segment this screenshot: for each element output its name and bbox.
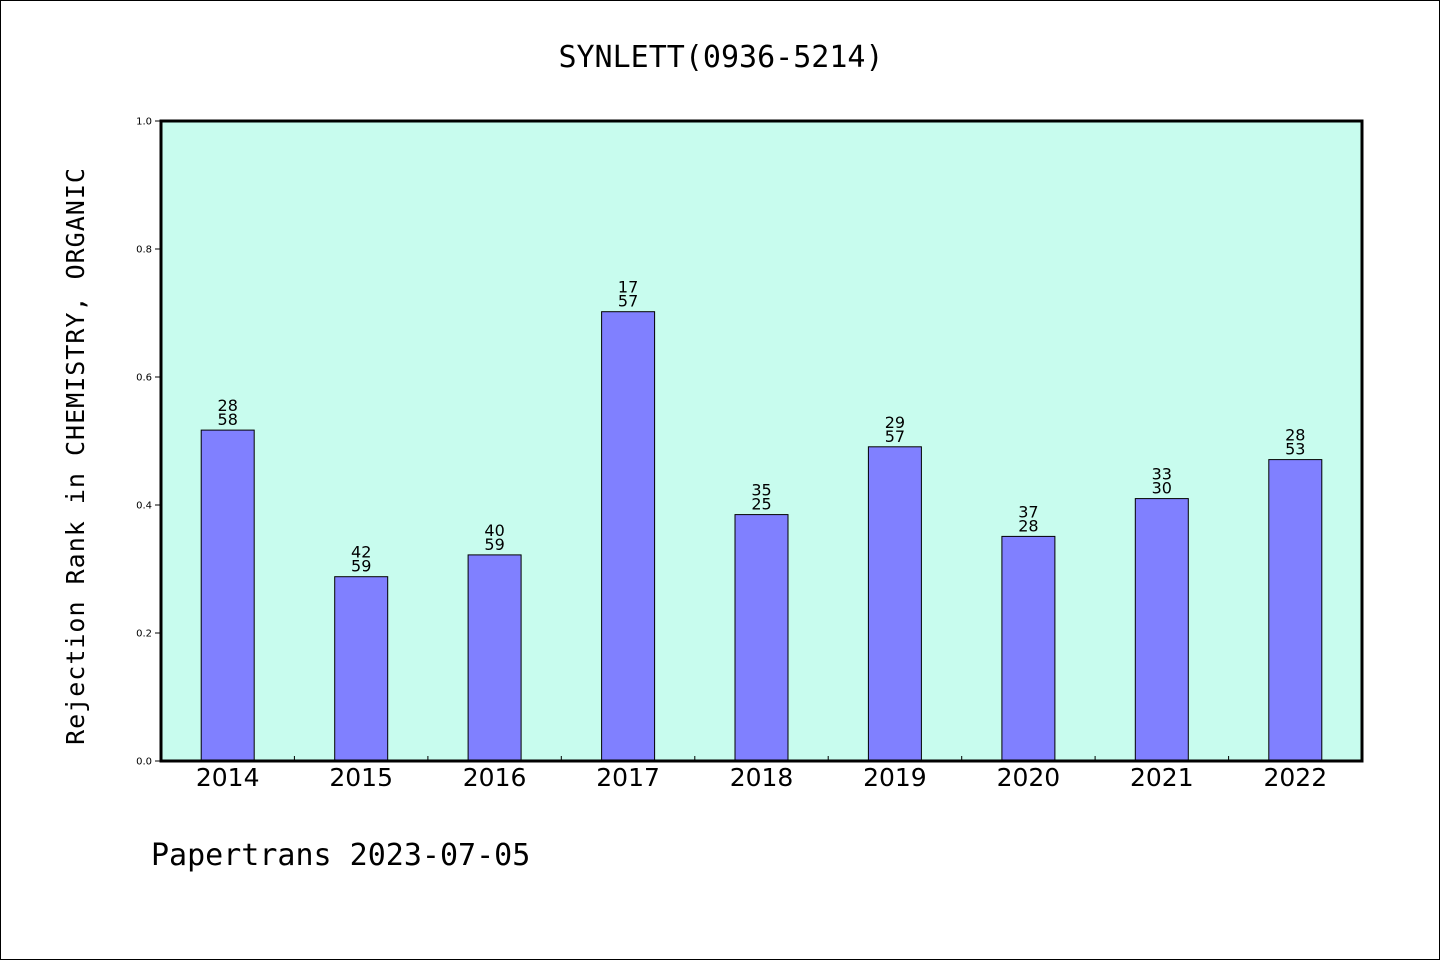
bar-2015 — [334, 576, 389, 762]
bar-2017 — [601, 311, 656, 762]
data-label-bottom-2017: 57 — [618, 292, 638, 311]
y-tick-label-0.2: 0.2 — [136, 629, 152, 640]
x-tick-label-2022: 2022 — [1263, 763, 1327, 792]
x-tick-label-2016: 2016 — [463, 763, 527, 792]
data-label-top-2020: 37 — [1018, 502, 1038, 521]
data-label-bottom-2020: 28 — [1018, 516, 1038, 535]
bar-2019 — [867, 446, 922, 762]
data-label-top-2018: 35 — [751, 481, 771, 500]
data-label-bottom-2019: 57 — [885, 427, 905, 446]
y-axis-label: Rejection Rank in CHEMISTRY, ORGANIC — [61, 167, 90, 745]
y-tick-label-1.0: 1.0 — [136, 117, 152, 128]
x-tick-label-2020: 2020 — [997, 763, 1061, 792]
data-label-bottom-2018: 25 — [751, 495, 771, 514]
data-label-top-2016: 40 — [484, 521, 504, 540]
x-tick-label-2015: 2015 — [329, 763, 393, 792]
x-tick-label-2017: 2017 — [596, 763, 660, 792]
data-label-bottom-2022: 53 — [1285, 440, 1305, 459]
bar-2018 — [734, 514, 789, 762]
data-label-top-2014: 28 — [218, 396, 238, 415]
data-label-bottom-2016: 59 — [484, 535, 504, 554]
bar-2021 — [1134, 498, 1189, 762]
y-tick-label-0.6: 0.6 — [136, 373, 152, 384]
bars-layer — [200, 311, 1323, 762]
data-label-top-2017: 17 — [618, 278, 638, 297]
data-label-bottom-2014: 58 — [218, 410, 238, 429]
plot-frame — [159, 119, 1364, 763]
y-tick-label-0.0: 0.0 — [136, 757, 152, 768]
y-tick-label-0.4: 0.4 — [136, 501, 152, 512]
data-label-top-2021: 33 — [1152, 465, 1172, 484]
bar-2014 — [200, 429, 255, 762]
axes-layer: 2014 2015 2016 2017 2018 2019 2020 2021 2022 0.0 0… — [136, 117, 1327, 793]
y-tick-label-0.8: 0.8 — [136, 245, 152, 256]
data-label-bottom-2021: 30 — [1152, 479, 1172, 498]
bar-2016 — [467, 554, 522, 762]
bar-2022 — [1268, 459, 1323, 762]
data-label-bottom-2015: 59 — [351, 557, 371, 576]
data-label-top-2015: 42 — [351, 543, 371, 562]
bar-2020 — [1001, 535, 1056, 762]
x-tick-label-2021: 2021 — [1130, 763, 1194, 792]
x-tick-label-2019: 2019 — [863, 763, 927, 792]
footer-date: Papertrans 2023-07-05 — [151, 838, 530, 873]
data-label-top-2019: 29 — [885, 413, 905, 432]
chart-title: SYNLETT(0936-5214) — [558, 40, 883, 75]
data-label-top-2022: 28 — [1285, 426, 1305, 445]
x-tick-label-2014: 2014 — [196, 763, 260, 792]
x-tick-label-2018: 2018 — [730, 763, 794, 792]
